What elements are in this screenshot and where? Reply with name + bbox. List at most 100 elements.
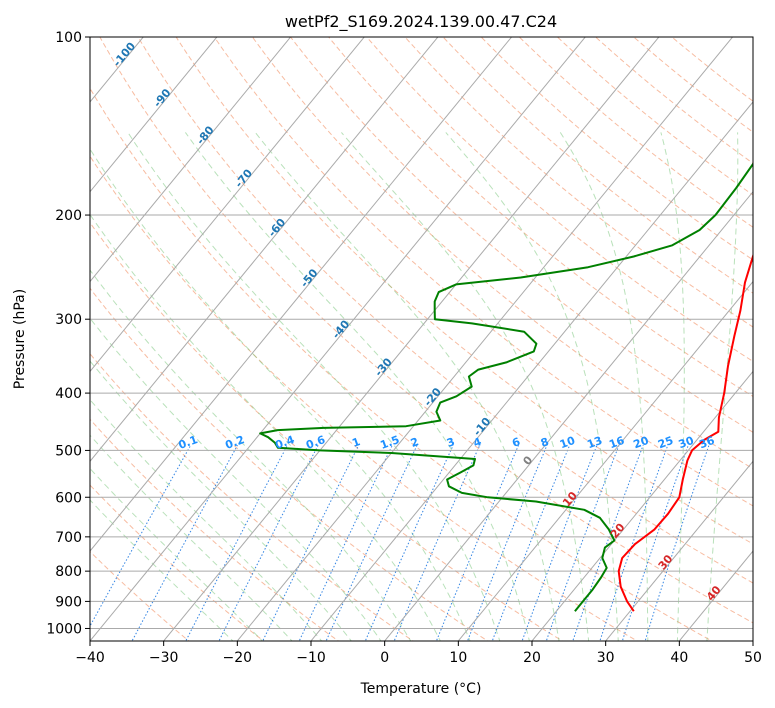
- isotherm-label: -80: [194, 123, 217, 147]
- mixing-ratio-label: 3: [445, 435, 457, 450]
- isotherm-line: [90, 37, 218, 193]
- mixing-ratio-line: [621, 445, 689, 641]
- mixing-ratio-label: 0.6: [304, 433, 327, 452]
- dry-adiabat: [366, 37, 753, 362]
- x-tick-label: 30: [597, 650, 615, 666]
- isotherm-line: [678, 550, 753, 641]
- mixing-ratio-line: [185, 444, 288, 641]
- mixing-ratio-line: [545, 445, 620, 641]
- plot-frame: [89, 36, 754, 642]
- moist-adiabat: [254, 132, 560, 641]
- x-tick-label: −30: [149, 650, 179, 666]
- x-tick-label: 20: [523, 650, 541, 666]
- dry-adiabat: [404, 37, 753, 328]
- y-tick-label: 600: [55, 490, 82, 506]
- moist-adiabat: [559, 132, 649, 641]
- grid-lines: [90, 37, 753, 641]
- isotherm-label: -60: [266, 216, 289, 240]
- isotherm-label: -90: [151, 86, 174, 110]
- isotherm-label: -30: [372, 355, 395, 379]
- y-tick-label: 300: [55, 312, 82, 328]
- x-tick-label: 10: [449, 650, 467, 666]
- dry-adiabat: [90, 352, 414, 641]
- temperature-line: [617, 252, 753, 612]
- isotherm-line: [90, 37, 365, 373]
- mixing-ratio-line: [644, 445, 710, 641]
- isotherm-line: [310, 101, 753, 641]
- isotherm-extra-label: 0: [521, 453, 536, 467]
- y-tick-label: 1000: [46, 621, 82, 637]
- x-tick-label: −10: [296, 650, 326, 666]
- dry-adiabat: [175, 37, 753, 545]
- y-tick-label: 700: [55, 530, 82, 546]
- y-tick-label: 900: [55, 594, 82, 610]
- isotherm-line: [531, 370, 753, 641]
- moist-adiabat: [90, 434, 293, 641]
- mixing-ratio-label: 0.4: [273, 433, 296, 452]
- mixing-ratio-line: [90, 444, 192, 628]
- mixing-ratio-line: [466, 445, 548, 641]
- axes: −40 −30 −20 −10 0 10 20 30 40 5010020030040050060…: [46, 30, 762, 666]
- isotherm-line: [90, 37, 439, 463]
- mixing-ratio-line: [521, 445, 598, 641]
- dry-adiabat: [90, 550, 190, 641]
- mixing-ratio-line: [491, 445, 571, 641]
- moist-adiabat: [90, 398, 323, 641]
- moist-adiabat: [90, 317, 382, 641]
- moist-adiabat: [706, 132, 739, 641]
- isotherm-line: [457, 280, 753, 641]
- dry-adiabat: [671, 37, 753, 102]
- mixing-ratio-label: 13: [585, 434, 604, 451]
- y-axis-label: Pressure (hPa): [12, 289, 28, 389]
- dry-adiabat: [90, 287, 489, 641]
- x-tick-label: −20: [223, 650, 253, 666]
- mixing-ratio-line: [325, 444, 418, 641]
- isotherm-line: [90, 37, 586, 641]
- dry-adiabat: [90, 87, 713, 641]
- mixing-ratio-line: [599, 445, 669, 641]
- moist-adiabat: [341, 132, 590, 641]
- y-tick-label: 500: [55, 443, 82, 459]
- x-tick-label: 0: [380, 650, 389, 666]
- mixing-ratio-label: 6: [510, 435, 522, 450]
- isotherm-extra-label: 30: [656, 552, 676, 572]
- moist-adiabat: [445, 132, 619, 641]
- dry-adiabat: [632, 37, 753, 133]
- y-tick-label: 100: [55, 30, 82, 46]
- dry-adiabat: [251, 37, 753, 470]
- dry-adiabat: [518, 37, 753, 228]
- isotherm-line: [236, 37, 734, 641]
- y-tick-label: 400: [55, 386, 82, 402]
- x-axis-label: Temperature (°C): [360, 681, 482, 697]
- moist-adiabat: [90, 269, 412, 641]
- mixing-ratio-label: 4: [472, 435, 484, 450]
- dry-adiabat: [480, 37, 753, 261]
- mixing-ratio-label: 1: [350, 435, 362, 450]
- dry-adiabat: [90, 155, 639, 641]
- isotherm-label: -100: [111, 40, 139, 70]
- mixing-ratio-label: 10: [558, 434, 577, 452]
- mixing-ratio-label: 20: [632, 434, 651, 452]
- isotherm-line: [90, 37, 292, 283]
- mixing-ratio-line: [298, 444, 393, 641]
- isotherm-extra-label: 40: [704, 583, 724, 603]
- isotherm-label: -10: [471, 415, 494, 439]
- moist-adiabat: [184, 132, 530, 641]
- isotherm-label: -40: [330, 317, 353, 341]
- sounding-traces: [259, 162, 753, 612]
- isotherm-line: [384, 190, 753, 641]
- mixing-ratio-label: 1.5: [379, 433, 402, 452]
- mixing-ratio-label: 0.2: [224, 433, 247, 452]
- x-tick-label: 40: [670, 650, 688, 666]
- moist-adiabat: [90, 360, 352, 641]
- x-tick-label: −40: [75, 650, 105, 666]
- dry-adiabat: [442, 37, 753, 294]
- mixing-ratio-line: [364, 444, 454, 641]
- isotherm-line: [605, 460, 753, 641]
- dry-adiabat: [328, 37, 753, 398]
- dry-adiabat: [213, 37, 753, 507]
- isotherm-label: -50: [298, 266, 321, 290]
- mixing-ratio-label: 16: [607, 434, 626, 452]
- moist-adiabat: [90, 213, 441, 641]
